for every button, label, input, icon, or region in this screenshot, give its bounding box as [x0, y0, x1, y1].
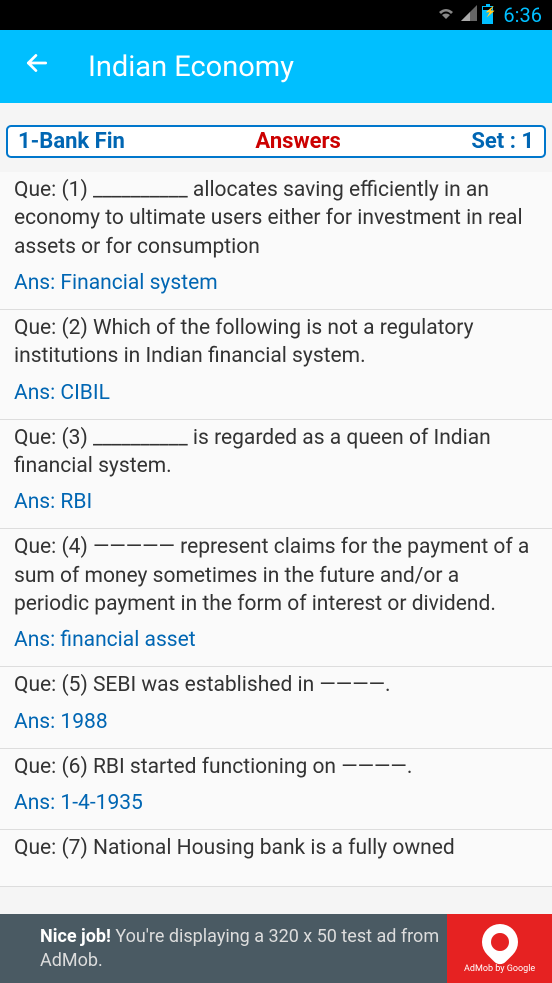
battery-icon	[482, 6, 493, 24]
ad-text: Nice job! You're displaying a 320 x 50 t…	[0, 925, 447, 972]
status-icons	[436, 5, 493, 25]
qa-item[interactable]: Que: (4) ————— represent claims for the …	[0, 529, 552, 667]
question-text: Que: (2) Which of the following is not a…	[14, 314, 538, 371]
answer-text: Ans: financial asset	[14, 628, 538, 652]
admob-logo-icon[interactable]: AdMob by Google	[447, 914, 552, 983]
question-text: Que: (6) RBI started functioning on ————…	[14, 753, 538, 781]
answer-text: Ans: 1-4-1935	[14, 791, 538, 815]
signal-icon	[461, 5, 477, 25]
question-text: Que: (4) ————— represent claims for the …	[14, 533, 538, 618]
wifi-icon	[436, 5, 456, 25]
back-icon[interactable]	[24, 50, 50, 83]
clock: 6:36	[503, 3, 542, 27]
status-bar: 6:36	[0, 0, 552, 30]
qa-item[interactable]: Que: (3) __________ is regarded as a que…	[0, 420, 552, 530]
ad-brand: AdMob by Google	[464, 964, 535, 974]
qa-list[interactable]: Que: (1) __________ allocates saving eff…	[0, 172, 552, 887]
page-title: Indian Economy	[88, 50, 294, 84]
qa-item[interactable]: Que: (2) Which of the following is not a…	[0, 310, 552, 420]
breadcrumb: 1-Bank Fin Answers Set : 1	[6, 125, 546, 158]
breadcrumb-mode: Answers	[255, 129, 340, 154]
breadcrumb-set: Set : 1	[471, 129, 534, 154]
app-bar: Indian Economy	[0, 30, 552, 103]
ad-headline: Nice job!	[40, 926, 111, 947]
question-text: Que: (7) National Housing bank is a full…	[14, 834, 538, 862]
qa-item[interactable]: Que: (5) SEBI was established in ————. An…	[0, 667, 552, 748]
ad-banner[interactable]: Nice job! You're displaying a 320 x 50 t…	[0, 914, 552, 983]
admob-shape-icon	[474, 916, 525, 967]
answer-text: Ans: 1988	[14, 710, 538, 734]
qa-item[interactable]: Que: (6) RBI started functioning on ————…	[0, 749, 552, 830]
qa-item[interactable]: Que: (1) __________ allocates saving eff…	[0, 172, 552, 310]
question-text: Que: (5) SEBI was established in ————.	[14, 671, 538, 699]
question-text: Que: (1) __________ allocates saving eff…	[14, 176, 538, 261]
answer-text: Ans: RBI	[14, 490, 538, 514]
answer-text: Ans: Financial system	[14, 271, 538, 295]
question-text: Que: (3) __________ is regarded as a que…	[14, 424, 538, 481]
breadcrumb-category: 1-Bank Fin	[18, 129, 125, 154]
qa-item[interactable]: Que: (7) National Housing bank is a full…	[0, 830, 552, 887]
answer-text: Ans: CIBIL	[14, 381, 538, 405]
